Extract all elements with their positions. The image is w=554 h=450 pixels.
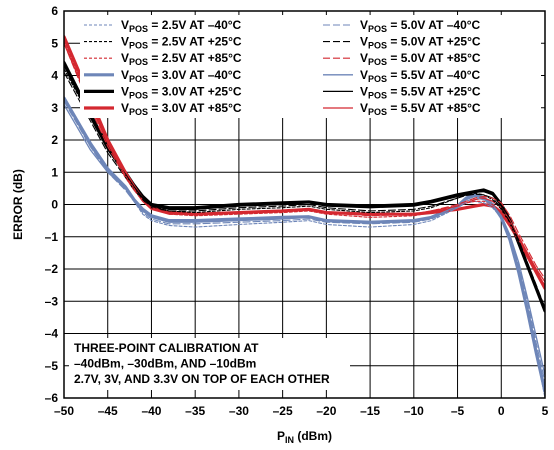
series-line-1 [64,68,545,312]
annotation-line-0: THREE-POINT CALIBRATION AT [74,341,259,355]
y-tick-label-3: 3 [51,101,58,115]
x-tick-label-4: –30 [229,404,249,418]
legend-entry-0: VPOS = 2.5V AT –40°C [121,18,242,34]
legend-entry-8: VPOS = 5.0V AT +85°C [360,51,481,67]
y-tick-label-6: 0 [51,198,58,212]
annotation-line-1: –40dBm, –30dBm, AND –10dBm [74,357,256,371]
legend-entry-5: VPOS = 3.0V AT +85°C [121,101,242,117]
x-tick-labels: –50 –45 –40 –35 –30 –25 –20 –15 –10 –5 0 5 [54,404,549,418]
legend-entry-9: VPOS = 5.5V AT –40°C [360,68,481,84]
series-group [64,35,545,398]
x-tick-label-6: –20 [316,404,336,418]
legend-entry-11: VPOS = 5.5V AT +85°C [360,101,481,117]
y-tick-label-5: 1 [51,165,58,179]
y-tick-label-1: 5 [51,36,58,50]
x-axis-title: PIN (dBm) [277,429,332,445]
x-tick-label-2: –40 [141,404,161,418]
annotation-box [69,338,350,390]
y-tick-label-12: –6 [45,391,59,405]
legend-entry-3: VPOS = 3.0V AT –40°C [121,68,242,84]
y-tick-label-8: –2 [45,262,59,276]
y-tick-label-11: –5 [45,359,59,373]
x-tick-label-7: –15 [360,404,380,418]
x-tick-label-5: –25 [273,404,293,418]
x-tick-label-0: –50 [54,404,74,418]
plot-border [63,10,546,399]
legend-entry-2: VPOS = 2.5V AT +85°C [121,51,242,67]
series-line-8 [64,42,545,280]
x-tick-label-10: 0 [498,404,505,418]
y-tick-label-2: 4 [51,69,58,83]
y-tick-labels: 6 5 4 3 2 1 0 –1 –2 –3 –4 –5 –6 [45,4,59,405]
x-tick-label-3: –35 [185,404,205,418]
y-tick-label-9: –3 [45,294,59,308]
y-axis-title: ERROR (dB) [11,169,25,240]
x-tick-label-1: –45 [98,404,118,418]
y-tick-label-10: –4 [45,327,59,341]
legend-entry-10: VPOS = 5.5V AT +25°C [360,84,481,100]
legend-entry-4: VPOS = 3.0V AT +25°C [121,84,242,100]
legend-box [80,15,541,118]
y-tick-label-7: –1 [45,230,59,244]
y-tick-label-0: 6 [51,4,58,18]
annotation-line-2: 2.7V, 3V, AND 3.3V ON TOP OF EACH OTHER [74,372,330,386]
series-line-6 [64,100,545,383]
legend-entry-6: VPOS = 5.0V AT –40°C [360,18,481,34]
x-tick-label-11: 5 [542,404,549,418]
x-tick-label-9: –5 [451,404,465,418]
legend-entry-1: VPOS = 2.5V AT +25°C [121,35,242,51]
x-tick-label-8: –10 [404,404,424,418]
annotation: THREE-POINT CALIBRATION AT –40dBm, –30dBm… [69,338,350,390]
legend-entry-7: VPOS = 5.0V AT +25°C [360,35,481,51]
y-tick-label-4: 2 [51,133,58,147]
